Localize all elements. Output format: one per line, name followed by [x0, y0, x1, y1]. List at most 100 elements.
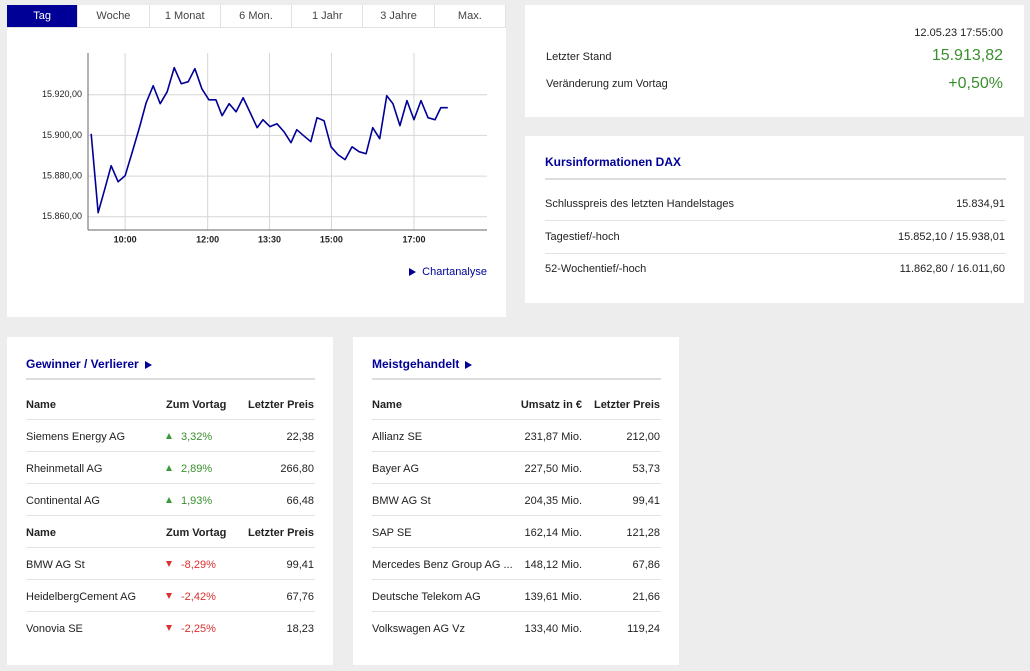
price: 67,86	[632, 559, 660, 571]
stock-name[interactable]: HeidelbergCement AG	[26, 591, 137, 603]
turnover: 204,35 Mio.	[524, 495, 582, 507]
change-cell: -8,29%	[166, 559, 216, 571]
stock-name[interactable]: Mercedes Benz Group AG ...	[372, 559, 513, 571]
info-title: Kursinformationen DAX	[545, 155, 682, 169]
column-header: Letzter Preis	[247, 527, 314, 539]
most-traded-panel: Meistgehandelt Name Umsatz in € Letzter Pr…	[353, 337, 679, 665]
stock-name[interactable]: Siemens Energy AG	[26, 431, 126, 443]
trend-icon	[166, 465, 172, 471]
stock-name[interactable]: SAP SE	[372, 527, 412, 539]
turnover: 162,14 Mio.	[524, 527, 582, 539]
price: 22,38	[286, 431, 314, 443]
column-header: Name	[372, 399, 402, 411]
trend-icon	[166, 497, 172, 503]
stock-name[interactable]: Bayer AG	[372, 463, 420, 475]
change-cell: -2,42%	[166, 591, 216, 603]
change-value: -2,42%	[181, 591, 216, 603]
y-tick-label: 15.900,00	[42, 130, 82, 140]
turnover: 139,61 Mio.	[524, 591, 582, 603]
separator	[26, 451, 315, 452]
tab[interactable]: Woche	[78, 5, 150, 28]
chart-link[interactable]: Chartanalyse	[409, 266, 487, 278]
trend-icon	[166, 625, 172, 631]
trend-icon	[166, 433, 172, 439]
info-panel: Kursinformationen DAX Schlusspreis des l…	[525, 136, 1024, 303]
price: 21,66	[632, 591, 660, 603]
y-tick-label: 15.880,00	[42, 170, 82, 180]
column-header: Name	[26, 399, 56, 411]
stock-name[interactable]: Deutsche Telekom AG	[372, 591, 481, 603]
timestamp: 12.05.23 17:55:00	[914, 27, 1003, 39]
separator	[26, 547, 315, 548]
price: 53,73	[632, 463, 660, 475]
separator	[26, 579, 315, 580]
change-cell: 1,93%	[166, 495, 212, 507]
turnover: 133,40 Mio.	[524, 623, 582, 635]
turnover: 231,87 Mio.	[524, 431, 582, 443]
column-header: Zum Vortag	[166, 527, 227, 539]
turnover: 148,12 Mio.	[524, 559, 582, 571]
tab[interactable]: Max.	[434, 5, 506, 28]
change-value: -2,25%	[181, 623, 216, 635]
tab[interactable]: Tag	[7, 5, 79, 28]
tab[interactable]: 1 Jahr	[292, 5, 364, 28]
x-tick-label: 12:00	[196, 234, 219, 244]
tab[interactable]: 6 Mon.	[220, 5, 293, 28]
stock-name[interactable]: BMW AG St	[26, 559, 85, 571]
change-value: -8,29%	[181, 559, 216, 571]
stock-name[interactable]: Rheinmetall AG	[26, 463, 103, 475]
price: 99,41	[632, 495, 660, 507]
column-header: Letzter Preis	[247, 399, 314, 411]
separator	[26, 611, 315, 612]
price: 212,00	[626, 431, 660, 443]
y-tick-label: 15.920,00	[42, 89, 82, 99]
most-traded-title-text[interactable]: Meistgehandelt	[372, 357, 460, 371]
quote-panel: 12.05.23 17:55:00 Letzter Stand 15.913,8…	[525, 5, 1024, 117]
change-cell: 3,32%	[166, 431, 212, 443]
separator	[26, 515, 315, 516]
stock-name[interactable]: Continental AG	[26, 495, 100, 507]
info-label: Tagestief/-hoch	[545, 230, 620, 243]
stock-name[interactable]: Volkswagen AG Vz	[372, 623, 465, 635]
price: 66,48	[286, 495, 314, 507]
stock-name[interactable]: Allianz SE	[372, 431, 423, 443]
movers-title[interactable]: Gewinner / Verlierer	[26, 357, 152, 371]
rule	[545, 178, 1006, 180]
change-cell: -2,25%	[166, 623, 216, 635]
stock-name[interactable]: BMW AG St	[372, 495, 431, 507]
column-header: Zum Vortag	[166, 399, 227, 411]
change-value: 3,32%	[181, 431, 213, 443]
quote-value: 15.913,82	[931, 47, 1003, 64]
price: 18,23	[286, 623, 314, 635]
x-tick-label: 13:30	[258, 234, 281, 244]
separator	[545, 220, 1006, 221]
most-traded-title[interactable]: Meistgehandelt	[372, 357, 473, 371]
separator	[26, 419, 315, 420]
rule	[372, 378, 661, 380]
info-label: 52-Wochentief/-hoch	[545, 263, 647, 275]
movers-title-text[interactable]: Gewinner / Verlierer	[26, 357, 139, 371]
column-header: Letzter Preis	[593, 399, 660, 411]
quote-label: Letzter Stand	[546, 51, 612, 63]
separator	[372, 419, 661, 420]
change-value: 2,89%	[181, 463, 213, 475]
stock-name[interactable]: Vonovia SE	[26, 623, 83, 635]
quote-label: Veränderung zum Vortag	[546, 78, 668, 90]
separator	[372, 483, 661, 484]
price: 121,28	[626, 527, 660, 539]
price: 99,41	[286, 559, 314, 571]
trend-icon	[166, 561, 172, 567]
x-tick-label: 17:00	[402, 234, 425, 244]
chart-link-text[interactable]: Chartanalyse	[422, 266, 487, 278]
tab[interactable]: 1 Monat	[149, 5, 221, 28]
tab[interactable]: 3 Jahre	[363, 5, 435, 28]
separator	[372, 547, 661, 548]
separator	[372, 515, 661, 516]
turnover: 227,50 Mio.	[524, 463, 582, 475]
separator	[372, 611, 661, 612]
price: 67,76	[286, 591, 314, 603]
info-value: 11.862,80 / 16.011,60	[899, 263, 1005, 275]
chart-panel: Tag Woche 1 Monat 6 Mon. 1 Jahr 3 Jahre Max. C…	[7, 5, 506, 317]
rule	[26, 378, 315, 380]
